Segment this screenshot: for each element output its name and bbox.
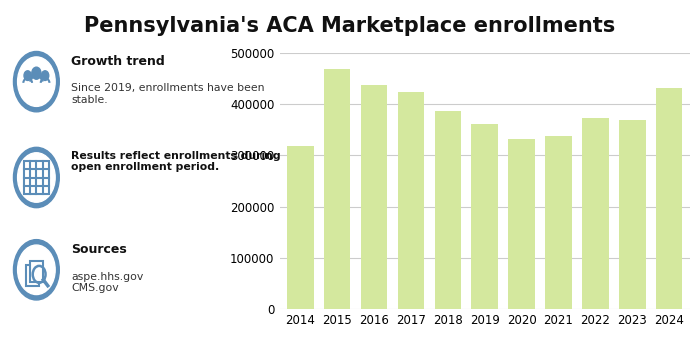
Bar [619,120,645,309]
Circle shape [24,71,32,81]
Circle shape [13,240,60,300]
Text: .org™: .org™ [20,330,64,343]
Bar [360,85,387,309]
Circle shape [18,245,55,295]
Bar [287,146,314,309]
Circle shape [13,147,60,208]
Circle shape [32,67,41,79]
Bar [582,118,609,309]
FancyBboxPatch shape [30,261,43,283]
Circle shape [18,153,55,202]
Text: health: health [21,306,64,318]
Text: Results reflect enrollments during the
open enrollment period.: Results reflect enrollments during the o… [71,151,305,173]
Bar [472,124,498,309]
FancyBboxPatch shape [26,265,38,286]
Circle shape [41,71,49,81]
Bar [545,136,572,309]
Bar [508,139,535,309]
Text: Since 2019, enrollments have been
stable.: Since 2019, enrollments have been stable… [71,83,265,105]
Text: Pennsylvania's ACA Marketplace enrollments: Pennsylvania's ACA Marketplace enrollmen… [85,16,615,36]
Text: Growth trend: Growth trend [71,55,165,68]
Bar [435,110,461,309]
Circle shape [18,57,55,106]
Bar [656,88,682,309]
Bar [398,92,424,309]
Text: Sources: Sources [71,243,127,256]
Bar [324,69,351,309]
Circle shape [13,51,60,112]
Text: aspe.hhs.gov
CMS.gov: aspe.hhs.gov CMS.gov [71,272,144,293]
Text: insurance: insurance [22,320,63,329]
